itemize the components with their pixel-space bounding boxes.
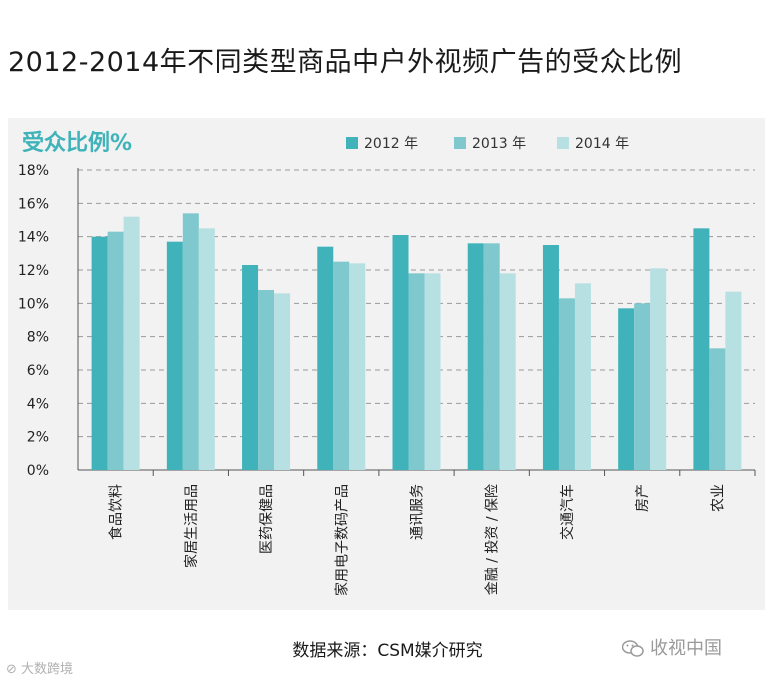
x-category-label: 食品饮料: [108, 484, 125, 540]
watermark-right-text: 收视中国: [650, 638, 722, 659]
bar-1-5: [483, 243, 500, 470]
y-tick-label: 18%: [18, 163, 49, 179]
y-tick-label: 2%: [27, 430, 49, 446]
bar-0-1: [166, 241, 183, 470]
bar-2-2: [274, 293, 291, 470]
bar-0-7: [618, 308, 635, 470]
y-tick-label: 10%: [18, 296, 49, 312]
y-tick-label: 4%: [27, 396, 49, 412]
bar-2-8: [725, 291, 742, 470]
x-category-label: 家用电子数码产品: [333, 484, 350, 596]
watermark-daShu: ⊘ 大数跨境: [6, 658, 73, 677]
legend-swatch-0: [346, 137, 358, 149]
bar-2-7: [650, 268, 667, 470]
y-tick-label: 14%: [18, 230, 49, 246]
x-category-label: 房产: [635, 484, 651, 512]
legend-swatch-2: [557, 137, 569, 149]
bar-0-8: [693, 228, 710, 470]
bar-1-2: [258, 290, 275, 470]
bar-2-1: [198, 228, 215, 470]
wechat-icon: [622, 640, 644, 657]
bar-0-6: [542, 245, 559, 470]
bar-1-0: [107, 231, 124, 470]
bar-1-7: [634, 303, 651, 470]
bar-1-3: [333, 261, 350, 470]
bar-0-5: [467, 243, 484, 470]
y-tick-label: 8%: [27, 330, 49, 346]
y-tick-label: 0%: [27, 463, 49, 479]
x-category-label: 通讯服务: [410, 484, 426, 540]
bar-0-2: [242, 265, 259, 470]
y-tick-label: 6%: [27, 363, 49, 379]
bar-2-4: [424, 273, 441, 470]
bar-0-0: [91, 236, 108, 470]
watermark-left-text: 大数跨境: [21, 662, 74, 677]
bar-2-0: [123, 216, 140, 470]
data-source-note: 数据来源：CSM媒介研究: [292, 641, 483, 661]
bar-2-3: [349, 263, 366, 470]
chart-panel: 受众比例% 2012 年 2013 年 2014 年 0% 2% 4% 6% 8% 10% 12% 1…: [8, 118, 765, 610]
legend-label-0: 2012 年: [364, 136, 418, 152]
watermark-shoushi: 收视中国: [622, 634, 722, 660]
y-tick-label: 16%: [18, 196, 49, 212]
x-category-label: 金融 / 投资 / 保险: [485, 484, 501, 595]
x-category-label: 交通汽车: [559, 484, 576, 540]
legend-swatch-1: [454, 137, 466, 149]
chart-title: 受众比例%: [22, 130, 132, 156]
bar-0-4: [392, 235, 409, 470]
bar-1-6: [558, 298, 575, 470]
x-category-label: 农业: [710, 484, 726, 512]
bar-1-8: [709, 348, 726, 470]
legend-label-2: 2014 年: [575, 136, 629, 152]
bar-chart: 受众比例% 2012 年 2013 年 2014 年 0% 2% 4% 6% 8% 10% 12% 1…: [18, 130, 756, 596]
page-title: 2012-2014年不同类型商品中户外视频广告的受众比例: [8, 47, 683, 78]
bar-2-5: [499, 273, 516, 470]
logo-icon: ⊘: [6, 662, 22, 677]
bar-1-4: [408, 273, 425, 470]
x-category-label: 医药保健品: [259, 484, 275, 554]
bar-0-3: [317, 246, 334, 470]
y-tick-label: 12%: [18, 263, 49, 279]
legend-label-1: 2013 年: [472, 136, 526, 152]
bar-1-1: [182, 213, 199, 470]
bar-2-6: [574, 283, 591, 470]
x-category-label: 家居生活用品: [183, 484, 200, 568]
